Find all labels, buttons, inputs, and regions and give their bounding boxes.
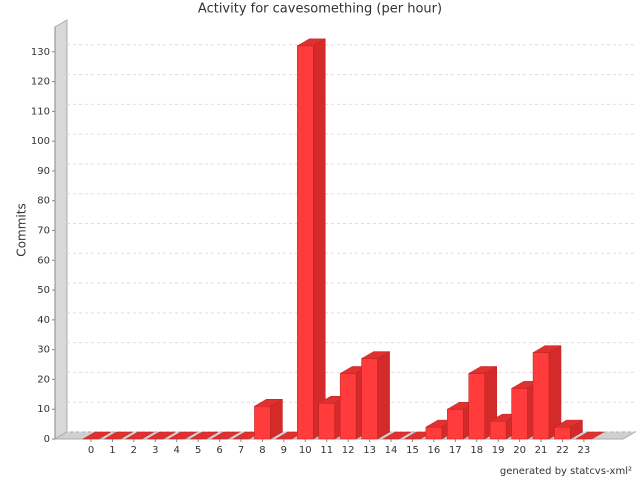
y-tick-label: 110	[31, 106, 50, 117]
x-tick-label: 14	[385, 445, 398, 456]
x-tick-label: 17	[449, 445, 462, 456]
x-tick-label: 10	[299, 445, 312, 456]
y-tick-label: 20	[37, 374, 50, 385]
bar-top	[532, 345, 562, 353]
chart-title: Activity for cavesomething (per hour)	[198, 2, 442, 17]
bar-top	[124, 431, 155, 440]
bar	[124, 431, 155, 440]
bar-top	[167, 431, 198, 440]
bar	[553, 419, 584, 440]
bar	[382, 431, 412, 440]
bar-top	[146, 431, 177, 440]
bar	[296, 38, 327, 440]
y-tick-label: 10	[37, 404, 50, 415]
x-tick-label: 16	[428, 445, 441, 456]
footer: generated by statcvs-xml²	[500, 466, 632, 477]
bar-front	[532, 352, 550, 440]
y-tick-label: 70	[37, 226, 50, 237]
x-tick-label: 6	[216, 445, 222, 456]
y-axis-title: Commits	[15, 203, 29, 256]
bar	[82, 431, 112, 440]
y-tick-label: 120	[31, 77, 50, 88]
bar-top	[382, 431, 412, 440]
bar-top	[360, 351, 391, 359]
bar-side	[377, 351, 390, 440]
bar-top	[296, 38, 327, 47]
bar	[103, 431, 134, 440]
x-tick-label: 18	[470, 445, 483, 456]
bar-front	[318, 403, 335, 440]
bar-front	[511, 388, 528, 440]
bar-front	[554, 426, 571, 440]
bar	[360, 351, 391, 440]
bar-top	[574, 431, 605, 440]
bar-front	[297, 45, 314, 440]
bar	[253, 398, 284, 440]
bar-front	[425, 426, 443, 440]
x-tick-label: 21	[535, 445, 548, 456]
x-tick-label: 12	[342, 445, 355, 456]
x-tick-label: 11	[320, 445, 333, 456]
y-tick-label: 80	[37, 196, 50, 207]
bar	[210, 431, 241, 440]
bar-front	[447, 408, 464, 440]
x-tick-label: 7	[238, 445, 244, 456]
bar-top	[189, 431, 220, 440]
bar-front	[339, 373, 357, 440]
bar	[532, 345, 562, 440]
bar-top	[467, 366, 498, 374]
bar-top	[82, 431, 112, 440]
x-tick-label: 9	[281, 445, 287, 456]
bar-top	[103, 431, 134, 440]
x-tick-label: 3	[152, 445, 158, 456]
x-tick-label: 22	[556, 445, 569, 456]
bar-top	[553, 419, 584, 428]
y-tick-label: 130	[31, 47, 50, 58]
bar	[574, 431, 605, 440]
x-tick-label: 1	[109, 445, 115, 456]
x-tick-label: 23	[578, 445, 591, 456]
x-tick-label: 15	[406, 445, 419, 456]
bar-front	[489, 420, 507, 440]
left-wall	[54, 19, 68, 440]
x-tick-label: 4	[174, 445, 180, 456]
x-tick-label: 20	[513, 445, 526, 456]
y-tick-label: 0	[44, 434, 50, 445]
y-tick-label: 100	[31, 136, 50, 147]
bar-top	[253, 398, 284, 407]
y-tick-label: 30	[37, 345, 50, 356]
y-tick-label: 90	[37, 166, 50, 177]
bar-side	[313, 38, 326, 440]
bar-front	[254, 405, 271, 440]
bar	[167, 431, 198, 440]
x-tick-label: 8	[259, 445, 265, 456]
x-tick-label: 0	[88, 445, 94, 456]
y-tick-label: 50	[37, 285, 50, 296]
y-tick-label: 40	[37, 315, 50, 326]
x-tick-label: 13	[363, 445, 376, 456]
bar	[189, 431, 220, 440]
x-tick-label: 19	[492, 445, 505, 456]
y-tick-label: 60	[37, 255, 50, 266]
bar-front	[361, 358, 378, 440]
bar-front	[468, 373, 485, 440]
bar	[146, 431, 177, 440]
bar-top	[210, 431, 241, 440]
x-tick-label: 5	[195, 445, 201, 456]
x-tick-label: 2	[131, 445, 137, 456]
